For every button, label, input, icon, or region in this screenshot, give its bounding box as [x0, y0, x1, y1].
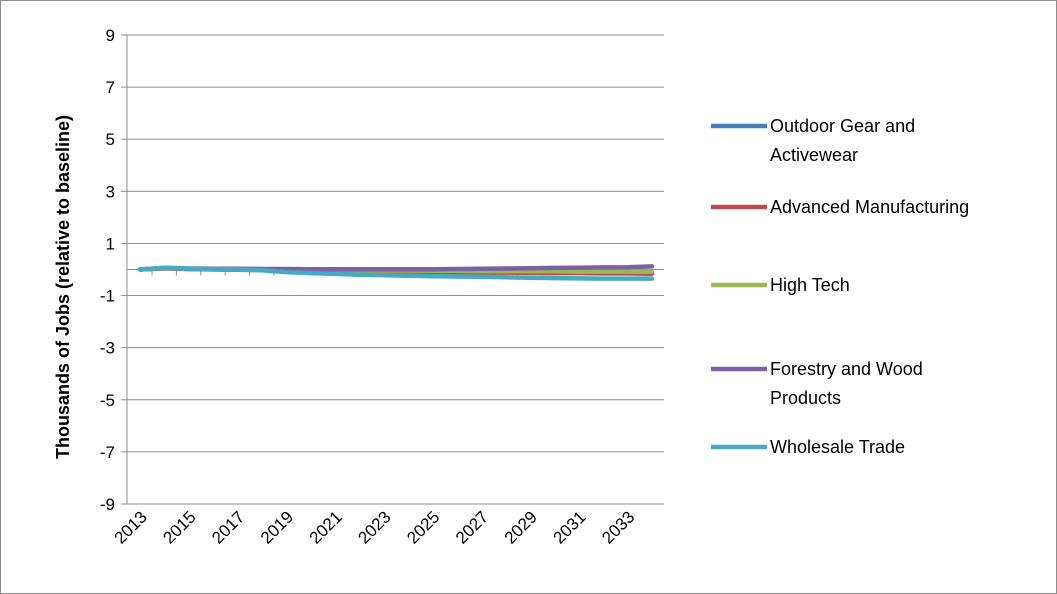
x-tick-label-9: 2031: [550, 507, 590, 547]
x-tick-label-7: 2027: [452, 507, 492, 547]
legend-label-forestry-and-wood-products: Forestry and Wood Products: [770, 359, 923, 408]
x-tick-label-3: 2019: [257, 507, 297, 547]
series-line-wholesale-trade: [137, 265, 655, 281]
y-axis-title: Thousands of Jobs (relative to baseline): [53, 115, 73, 459]
x-tick-label-8: 2029: [501, 507, 541, 547]
gridlines: [121, 34, 664, 505]
y-tick-label-0: 9: [106, 26, 115, 45]
x-tick-labels: 2013 2015 2017 2019 2021 2023 2025 2027 2029 2031…: [111, 507, 639, 547]
series-lines: [137, 264, 655, 281]
y-tick-label-5: -1: [100, 287, 115, 306]
legend-label-outdoor-gear-and-activewear: Outdoor Gear and Activewear: [770, 116, 915, 165]
x-tick-label-4: 2021: [306, 507, 346, 547]
x-tick-label-5: 2023: [354, 507, 394, 547]
y-tick-label-4: 1: [106, 234, 115, 253]
x-tick-label-0: 2013: [111, 507, 151, 547]
y-tick-label-2: 5: [106, 130, 115, 149]
x-tick-label-2: 2017: [208, 507, 248, 547]
x-tick-label-1: 2015: [159, 507, 199, 547]
x-tick-label-6: 2025: [403, 507, 443, 547]
y-tick-label-6: -3: [100, 339, 115, 358]
x-tick-label-10: 2033: [598, 507, 638, 547]
y-tick-label-9: -9: [100, 495, 115, 514]
legend-label-high-tech: High Tech: [770, 275, 850, 295]
y-tick-labels: 9 7 5 3 1 -1 -3 -5 -7 -9: [100, 26, 115, 514]
y-tick-label-8: -7: [100, 443, 115, 462]
y-tick-label-7: -5: [100, 391, 115, 410]
y-tick-label-3: 3: [106, 182, 115, 201]
legend-label-wholesale-trade: Wholesale Trade: [770, 437, 905, 457]
y-tick-label-1: 7: [106, 78, 115, 97]
legend-label-advanced-manufacturing: Advanced Manufacturing: [770, 197, 969, 217]
legend: Outdoor Gear and Activewear Advanced Manuf…: [711, 116, 969, 457]
